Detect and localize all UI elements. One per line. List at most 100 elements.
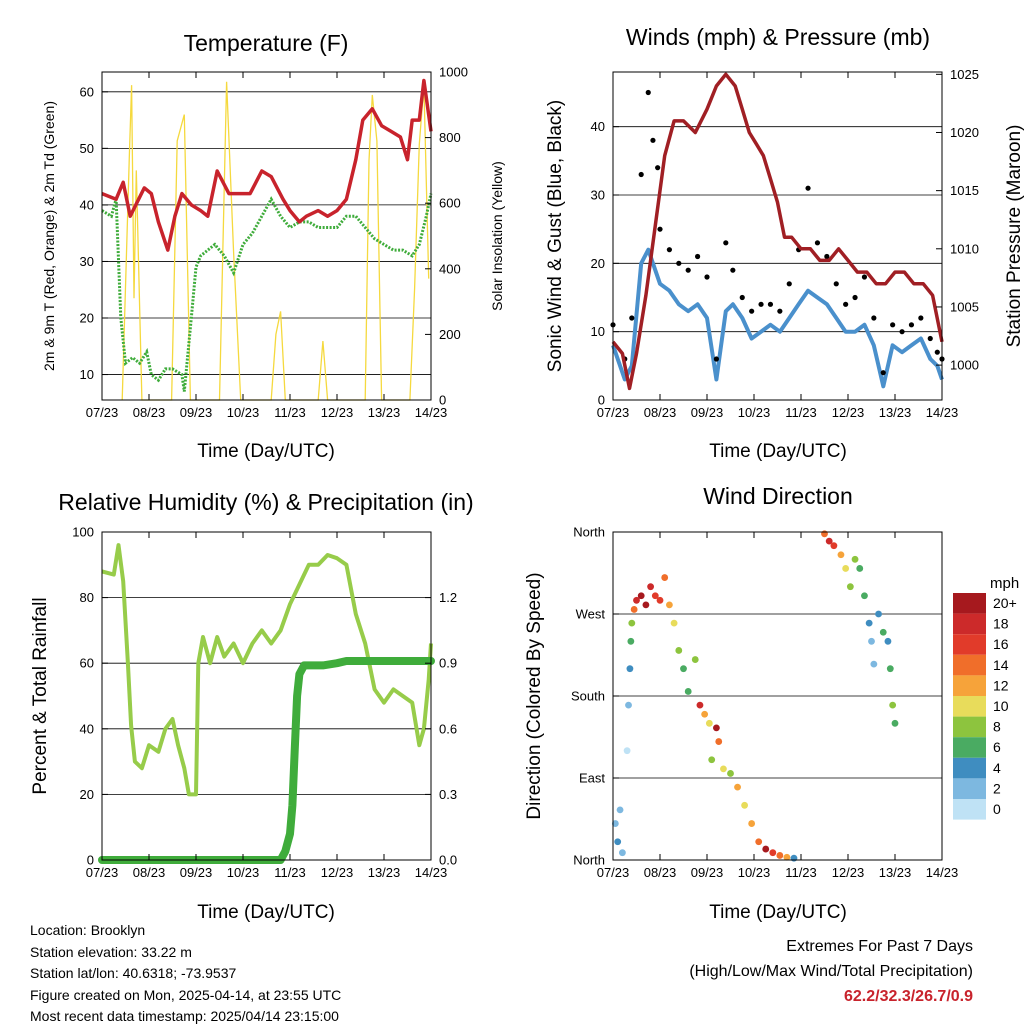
temperature-y-tick-label: 60 xyxy=(80,84,94,99)
temperature-x-tick-label: 12/23 xyxy=(321,405,354,420)
gust-point xyxy=(629,315,635,321)
gust-point xyxy=(685,267,691,273)
humidity-title: Relative Humidity (%) & Precipitation (i… xyxy=(58,489,473,515)
direction-point xyxy=(619,849,626,857)
temperature-gridlines xyxy=(102,91,431,375)
direction-x-tick-label: 10/23 xyxy=(738,865,771,880)
direction-point xyxy=(614,838,622,846)
humidity-x-tick-label: 11/23 xyxy=(274,865,306,880)
legend-swatch xyxy=(953,737,986,758)
station-latlon: Station lat/lon: 40.6318; -73.9537 xyxy=(30,965,237,981)
temperature-y2-tick-label: 400 xyxy=(439,261,461,276)
winds-y2-tick-label: 1025 xyxy=(950,67,979,82)
gust-point xyxy=(908,322,915,328)
humidity-y2-tick-label: 0.6 xyxy=(439,721,457,736)
speed-legend: mph 20+ 18 16 14 12 10 8 6 4 2 0 xyxy=(953,575,1019,820)
gust-point xyxy=(739,294,745,301)
gust-point xyxy=(899,329,905,335)
direction-left-axis: North East South West North xyxy=(571,525,619,868)
direction-x-tick-label: 11/23 xyxy=(785,865,817,880)
winds-x-axis: 07/23 08/23 09/23 10/23 11/23 12/23 13/23 14/23 xyxy=(597,72,959,420)
direction-y-tick-label: West xyxy=(576,607,606,622)
station-elevation: Station elevation: 33.22 m xyxy=(30,943,192,960)
gust-point xyxy=(805,185,811,191)
direction-point xyxy=(720,765,727,773)
gust-point xyxy=(852,294,858,301)
humidity-left-axis: 0 20 40 60 80 100 xyxy=(72,525,108,868)
gust-point xyxy=(657,226,663,232)
gust-point xyxy=(695,253,701,260)
winds-x-tick-label: 12/23 xyxy=(832,405,865,420)
gust-point xyxy=(880,370,886,376)
temperature-panel: Temperature (F) 07/23 08/23 09/23 10/23 11/2… xyxy=(41,30,505,462)
humidity-y-tick-label: 80 xyxy=(80,590,94,605)
temperature-x-tick-label: 13/23 xyxy=(368,405,401,420)
direction-point xyxy=(616,806,624,814)
direction-point xyxy=(837,551,845,559)
direction-point xyxy=(769,849,777,857)
winds-y2-tick-label: 1000 xyxy=(950,358,979,373)
temperature-left-axis: 10 20 30 40 50 60 xyxy=(80,84,108,382)
direction-point xyxy=(623,747,631,755)
direction-point xyxy=(842,565,850,572)
extremes-title: Extremes For Past 7 Days xyxy=(786,938,973,955)
humidity-y2-tick-label: 0.3 xyxy=(439,787,457,802)
winds-y2-tick-label: 1010 xyxy=(950,241,979,256)
temperature-y-tick-label: 40 xyxy=(80,197,94,212)
winds-ylabel-right: Station Pressure (Maroon) xyxy=(1004,125,1024,348)
winds-y2-tick-label: 1005 xyxy=(950,299,979,314)
station-info: Location: Brooklyn Station elevation: 33… xyxy=(30,920,341,1028)
legend-label: 16 xyxy=(993,636,1009,652)
gust-point xyxy=(650,137,656,143)
humidity-y-tick-label: 0 xyxy=(87,853,94,868)
direction-x-axis: 07/23 08/23 09/23 10/23 11/23 12/23 13/23 14/23 xyxy=(597,532,958,880)
direction-point xyxy=(856,565,864,572)
winds-x-tick-label: 13/23 xyxy=(879,405,912,420)
winds-x-tick-label: 07/23 xyxy=(597,405,630,420)
humidity-x-tick-label: 09/23 xyxy=(180,865,213,880)
winds-y2-tick-label: 1020 xyxy=(950,125,979,140)
humidity-y-tick-label: 20 xyxy=(80,787,94,802)
direction-point xyxy=(626,665,634,673)
legend-label: 20+ xyxy=(993,595,1017,611)
gust-point xyxy=(861,274,868,280)
winds-plot-area xyxy=(610,72,945,391)
legend-swatch xyxy=(953,675,986,696)
direction-point xyxy=(783,853,791,861)
legend-swatch xyxy=(953,757,986,779)
direction-point xyxy=(684,688,692,695)
direction-title: Wind Direction xyxy=(703,483,853,509)
pressure-line xyxy=(611,72,944,391)
temperature-ylabel-right: Solar Insolation (Yellow) xyxy=(489,161,505,311)
direction-point xyxy=(889,701,897,709)
extremes-subtitle: (High/Low/Max Wind/Total Precipitation) xyxy=(689,963,973,980)
legend-label: 14 xyxy=(993,657,1009,673)
direction-point xyxy=(625,701,632,709)
direction-point xyxy=(790,854,798,862)
humidity-panel: Relative Humidity (%) & Precipitation (i… xyxy=(30,489,474,923)
direction-point xyxy=(715,738,723,745)
direction-x-tick-label: 07/23 xyxy=(597,865,630,880)
direction-x-tick-label: 08/23 xyxy=(644,865,677,880)
direction-y-tick-label: North xyxy=(573,853,605,868)
direction-point xyxy=(825,537,833,545)
dewpoint-line xyxy=(101,193,433,392)
winds-x-tick-label: 14/23 xyxy=(926,405,959,420)
winds-x-tick-label: 11/23 xyxy=(785,405,817,420)
temperature-y-tick-label: 30 xyxy=(80,254,94,269)
gust-point xyxy=(843,301,849,307)
gust-point xyxy=(749,308,755,314)
legend-swatch xyxy=(953,613,986,635)
humidity-x-tick-label: 14/23 xyxy=(415,865,448,880)
direction-point xyxy=(651,592,659,600)
direction-point xyxy=(611,820,619,827)
gust-point xyxy=(918,315,924,321)
temperature-y2-tick-label: 1000 xyxy=(439,65,468,80)
direction-panel: Wind Direction 07/23 08/23 09/23 10/23 11/23… xyxy=(524,483,1019,923)
legend-title: mph xyxy=(990,575,1019,592)
humidity-y2-tick-label: 1.2 xyxy=(439,590,457,605)
temperature-x-tick-label: 11/23 xyxy=(274,405,306,420)
legend-label: 18 xyxy=(993,616,1009,632)
temperature-y2-tick-label: 800 xyxy=(439,130,461,145)
